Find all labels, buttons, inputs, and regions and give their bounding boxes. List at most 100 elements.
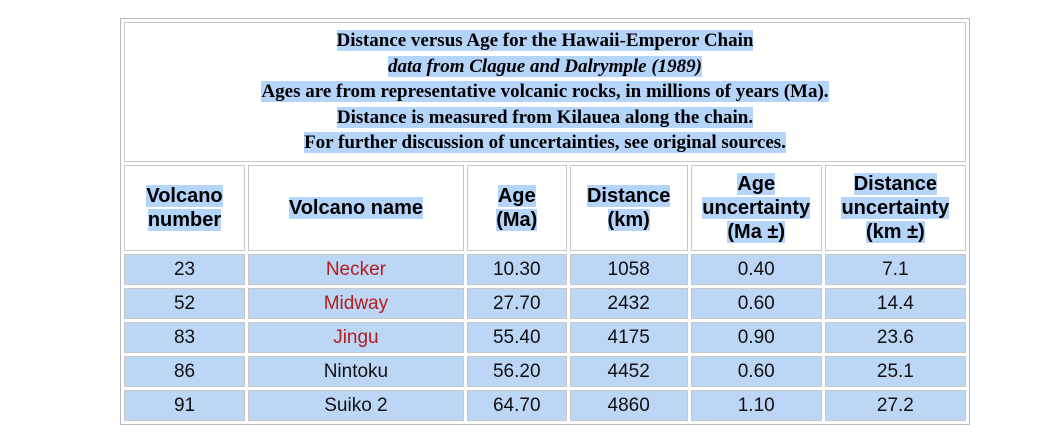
table-cell: 83 — [124, 322, 246, 353]
column-header: Age (Ma) — [466, 165, 567, 251]
table-cell: 27.70 — [466, 288, 567, 319]
cell-text: 91 — [173, 394, 196, 416]
header-text: (Ma ±) — [727, 221, 786, 243]
table-row: 23 Necker 10.30 1058 0.40 7.1 — [124, 254, 966, 285]
cell-text: 1.10 — [737, 394, 775, 416]
table-cell: Nintoku — [248, 356, 464, 387]
caption-note: Distance is measured from Kilauea along … — [336, 106, 754, 128]
table-cell: Necker — [248, 254, 464, 285]
cell-text: 4860 — [607, 394, 650, 416]
table-cell: 4175 — [569, 322, 688, 353]
column-header: Distance uncertainty (km ±) — [824, 165, 966, 251]
caption-note: For further discussion of uncertainties,… — [304, 132, 786, 154]
cell-text: 1058 — [607, 258, 650, 280]
table-cell: 23 — [124, 254, 246, 285]
header-text: Age — [497, 185, 536, 207]
table-row: 83 Jingu 55.40 4175 0.90 23.6 — [124, 322, 966, 353]
cell-text: 10.30 — [492, 258, 541, 280]
header-line: Distance — [826, 172, 965, 196]
table-row: 86 Nintoku 56.20 4452 0.60 25.1 — [124, 356, 966, 387]
cell-text: 25.1 — [876, 360, 914, 382]
column-header: Distance (km) — [569, 165, 688, 251]
volcano-link[interactable]: Necker — [325, 258, 387, 280]
header-text: uncertainty — [702, 197, 811, 219]
cell-text: 27.70 — [492, 292, 541, 314]
cell-text: 0.90 — [737, 326, 775, 348]
cell-text: 14.4 — [876, 292, 914, 314]
table-cell: Midway — [248, 288, 464, 319]
header-text: (Ma) — [496, 209, 538, 231]
cell-text: Suiko 2 — [324, 394, 388, 416]
table-row: 91 Suiko 2 64.70 4860 1.10 27.2 — [124, 390, 966, 421]
table-cell: 0.60 — [690, 288, 822, 319]
header-text: Volcano — [146, 185, 223, 207]
cell-text: 55.40 — [492, 326, 541, 348]
header-line: (Ma ±) — [692, 220, 821, 244]
header-line: (Ma) — [468, 208, 566, 232]
caption-note-line: Distance is measured from Kilauea along … — [125, 105, 965, 131]
cell-text: 52 — [173, 292, 196, 314]
cell-text: 86 — [173, 360, 196, 382]
caption-note-line: For further discussion of uncertainties,… — [125, 130, 965, 156]
header-text: Age — [737, 173, 776, 195]
header-line: uncertainty — [692, 196, 821, 220]
column-header: Volcano number — [124, 165, 246, 251]
cell-text: 27.2 — [876, 394, 914, 416]
table-cell: 2432 — [569, 288, 688, 319]
header-line: (km) — [571, 208, 687, 232]
table-cell: 52 — [124, 288, 246, 319]
header-text: (km ±) — [866, 221, 925, 243]
header-text: (km) — [607, 209, 650, 231]
cell-text: 23 — [173, 258, 196, 280]
cell-text: 23.6 — [876, 326, 914, 348]
cell-text: 7.1 — [882, 258, 909, 280]
header-text: Distance — [586, 185, 671, 207]
table-row: 52 Midway 27.70 2432 0.60 14.4 — [124, 288, 966, 319]
header-line: number — [125, 208, 244, 232]
table-cell: 4860 — [569, 390, 688, 421]
table-cell: 10.30 — [466, 254, 567, 285]
header-line: Distance — [571, 184, 687, 208]
table-cell: 64.70 — [466, 390, 567, 421]
header-line: Volcano name — [249, 196, 463, 220]
cell-text: Nintoku — [323, 360, 389, 382]
caption-title: Distance versus Age for the Hawaii-Emper… — [336, 30, 754, 52]
caption: Distance versus Age for the Hawaii-Emper… — [124, 22, 966, 162]
column-header: Volcano name — [248, 165, 464, 251]
table-cell: 4452 — [569, 356, 688, 387]
table-cell: 7.1 — [824, 254, 966, 285]
cell-text: 64.70 — [492, 394, 541, 416]
volcano-link[interactable]: Jingu — [333, 326, 379, 348]
header-text: uncertainty — [841, 197, 950, 219]
column-header: Age uncertainty (Ma ±) — [690, 165, 822, 251]
header-line: (km ±) — [826, 220, 965, 244]
cell-text: 4175 — [607, 326, 650, 348]
table-cell: 55.40 — [466, 322, 567, 353]
table-wrap: Distance versus Age for the Hawaii-Emper… — [120, 18, 970, 425]
caption-note: Ages are from representative volcanic ro… — [261, 81, 829, 103]
header-line: Volcano — [125, 184, 244, 208]
table-cell: 25.1 — [824, 356, 966, 387]
volcano-link[interactable]: Midway — [323, 292, 389, 314]
cell-text: 83 — [173, 326, 196, 348]
header-text: number — [147, 209, 222, 231]
table-cell: 91 — [124, 390, 246, 421]
cell-text: 0.40 — [737, 258, 775, 280]
table-cell: Jingu — [248, 322, 464, 353]
table-cell: 1058 — [569, 254, 688, 285]
table-cell: 0.60 — [690, 356, 822, 387]
cell-text: 56.20 — [492, 360, 541, 382]
table-cell: 14.4 — [824, 288, 966, 319]
caption-source: data from Clague and Dalrymple (1989) — [387, 55, 703, 77]
header-line: Age — [692, 172, 821, 196]
table-cell: 0.90 — [690, 322, 822, 353]
table-cell: Suiko 2 — [248, 390, 464, 421]
table-cell: 0.40 — [690, 254, 822, 285]
table-cell: 23.6 — [824, 322, 966, 353]
cell-text: 0.60 — [737, 360, 775, 382]
data-table: Distance versus Age for the Hawaii-Emper… — [120, 18, 970, 425]
header-text: Volcano name — [288, 197, 423, 219]
table-cell: 1.10 — [690, 390, 822, 421]
cell-text: 4452 — [607, 360, 650, 382]
